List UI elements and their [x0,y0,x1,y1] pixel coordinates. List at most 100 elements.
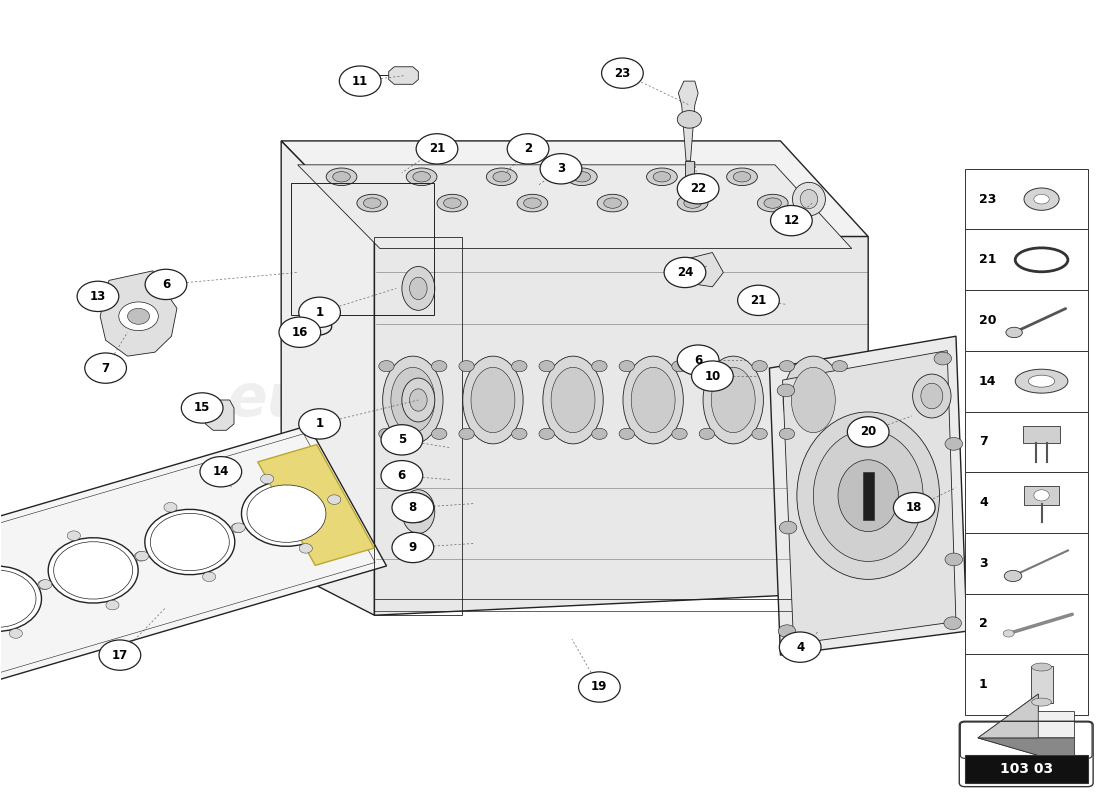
Circle shape [299,409,340,439]
FancyBboxPatch shape [0,426,386,686]
Circle shape [39,580,52,590]
Ellipse shape [390,367,435,433]
Circle shape [200,457,242,487]
Polygon shape [282,141,868,237]
Polygon shape [206,400,234,430]
Circle shape [692,361,734,391]
Text: 22: 22 [690,182,706,195]
Ellipse shape [406,168,437,186]
Circle shape [539,361,554,372]
Circle shape [106,600,119,610]
FancyBboxPatch shape [1023,426,1060,443]
Ellipse shape [471,367,515,433]
Circle shape [619,361,635,372]
Polygon shape [298,165,851,249]
Ellipse shape [151,514,229,570]
Circle shape [752,428,768,439]
Ellipse shape [678,110,702,128]
Ellipse shape [1032,698,1052,706]
Circle shape [700,428,715,439]
Text: 15: 15 [194,402,210,414]
Text: 10: 10 [704,370,720,382]
Text: 3: 3 [979,557,988,570]
Circle shape [779,632,821,662]
Text: 1: 1 [316,306,323,319]
FancyBboxPatch shape [965,533,1088,594]
Ellipse shape [566,168,597,186]
Ellipse shape [0,570,36,627]
Ellipse shape [543,356,603,444]
Text: 17: 17 [112,649,128,662]
Text: 23: 23 [979,193,997,206]
Ellipse shape [145,510,234,574]
Text: 16: 16 [292,326,308,338]
Ellipse shape [631,367,675,433]
Ellipse shape [409,389,427,411]
Polygon shape [978,738,1075,755]
Polygon shape [978,694,1075,755]
Ellipse shape [412,171,430,182]
Ellipse shape [796,412,939,579]
Circle shape [119,302,158,330]
FancyBboxPatch shape [965,654,1088,715]
Circle shape [378,361,394,372]
Ellipse shape [242,481,331,546]
Text: 1: 1 [979,678,988,691]
Ellipse shape [402,490,434,534]
Circle shape [1034,490,1049,501]
Text: 18: 18 [906,501,923,514]
Text: 4: 4 [979,496,988,509]
Ellipse shape [1024,188,1059,210]
Circle shape [945,438,962,450]
FancyBboxPatch shape [965,411,1088,472]
Polygon shape [374,237,868,615]
Ellipse shape [758,194,788,212]
Text: 21: 21 [750,294,767,307]
Ellipse shape [486,168,517,186]
Polygon shape [685,161,694,209]
Text: 103 03: 103 03 [1000,762,1053,776]
Circle shape [678,174,719,204]
Text: 23: 23 [614,66,630,80]
Circle shape [77,282,119,311]
Text: 21: 21 [429,142,446,155]
Circle shape [392,493,433,522]
Circle shape [279,317,321,347]
FancyBboxPatch shape [965,755,1088,782]
Circle shape [416,134,458,164]
Text: 12: 12 [783,214,800,227]
Circle shape [934,352,952,365]
Ellipse shape [327,168,356,186]
Circle shape [770,206,812,236]
Circle shape [507,134,549,164]
Ellipse shape [647,168,678,186]
Ellipse shape [517,194,548,212]
Polygon shape [862,472,873,519]
Text: eurocarparts: eurocarparts [228,371,653,429]
Circle shape [579,672,620,702]
Text: 2: 2 [524,142,532,155]
Ellipse shape [653,171,671,182]
Ellipse shape [573,171,591,182]
Circle shape [779,361,794,372]
Circle shape [231,523,244,533]
Ellipse shape [727,168,758,186]
Text: 8: 8 [409,501,417,514]
Ellipse shape [791,367,835,433]
FancyBboxPatch shape [965,290,1088,351]
Circle shape [202,572,216,582]
Ellipse shape [437,194,468,212]
Ellipse shape [734,171,751,182]
Circle shape [945,553,962,566]
FancyBboxPatch shape [965,169,1088,230]
Circle shape [164,502,177,512]
Circle shape [134,551,147,561]
Text: 7: 7 [101,362,110,374]
Circle shape [672,428,688,439]
Ellipse shape [443,198,461,208]
Ellipse shape [409,278,427,299]
Circle shape [832,361,847,372]
Text: 21: 21 [979,254,997,266]
Polygon shape [782,350,956,644]
Text: 4: 4 [796,641,804,654]
